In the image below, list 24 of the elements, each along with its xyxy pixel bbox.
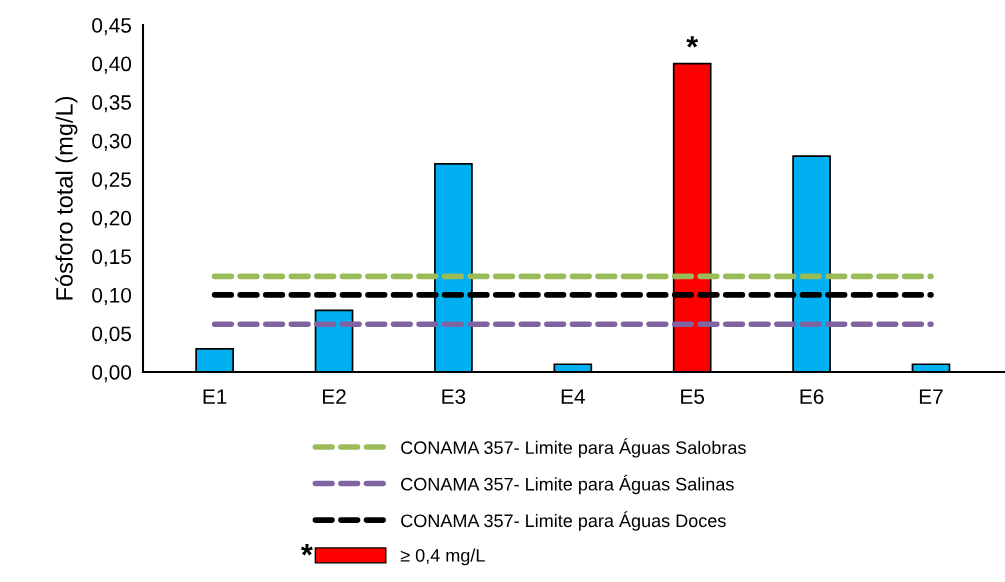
y-tick-label: 0,25 bbox=[92, 172, 132, 190]
y-tick-label: 0,20 bbox=[92, 210, 132, 228]
y-tick-label: 0,30 bbox=[92, 133, 132, 151]
text: * bbox=[301, 544, 313, 556]
x-tick-label: E1 bbox=[203, 389, 227, 404]
x-tick-label: E5 bbox=[681, 389, 705, 404]
y-axis-title: Fósforo total (mg/L) bbox=[55, 96, 78, 300]
y-tick-label: 0,05 bbox=[92, 326, 132, 344]
legend-label: CONAMA 357- Limite para Águas Doces bbox=[401, 511, 726, 531]
x-tick-label: E2 bbox=[322, 389, 346, 404]
y-tick-label: 0,10 bbox=[92, 287, 132, 306]
y-tick-label: 0,00 bbox=[92, 365, 132, 383]
y-tick-label: 0,35 bbox=[92, 95, 132, 113]
y-tick-label: 0,40 bbox=[92, 56, 132, 74]
legend-label: ≥ 0,4 mg/L bbox=[400, 548, 485, 566]
x-tick-label: E6 bbox=[800, 389, 824, 404]
y-tick-label: 0,15 bbox=[92, 249, 132, 267]
y-tick-label: 0,45 bbox=[92, 18, 132, 36]
x-tick-label: E4 bbox=[561, 389, 585, 404]
x-tick-label: E7 bbox=[919, 389, 943, 404]
x-tick-label: E3 bbox=[442, 389, 466, 404]
annotation: * bbox=[686, 36, 699, 48]
legend-label: CONAMA 357- Limite para Águas Salinas bbox=[401, 474, 734, 495]
legend-label: CONAMA 357- Limite para Águas Salobras bbox=[401, 438, 746, 458]
